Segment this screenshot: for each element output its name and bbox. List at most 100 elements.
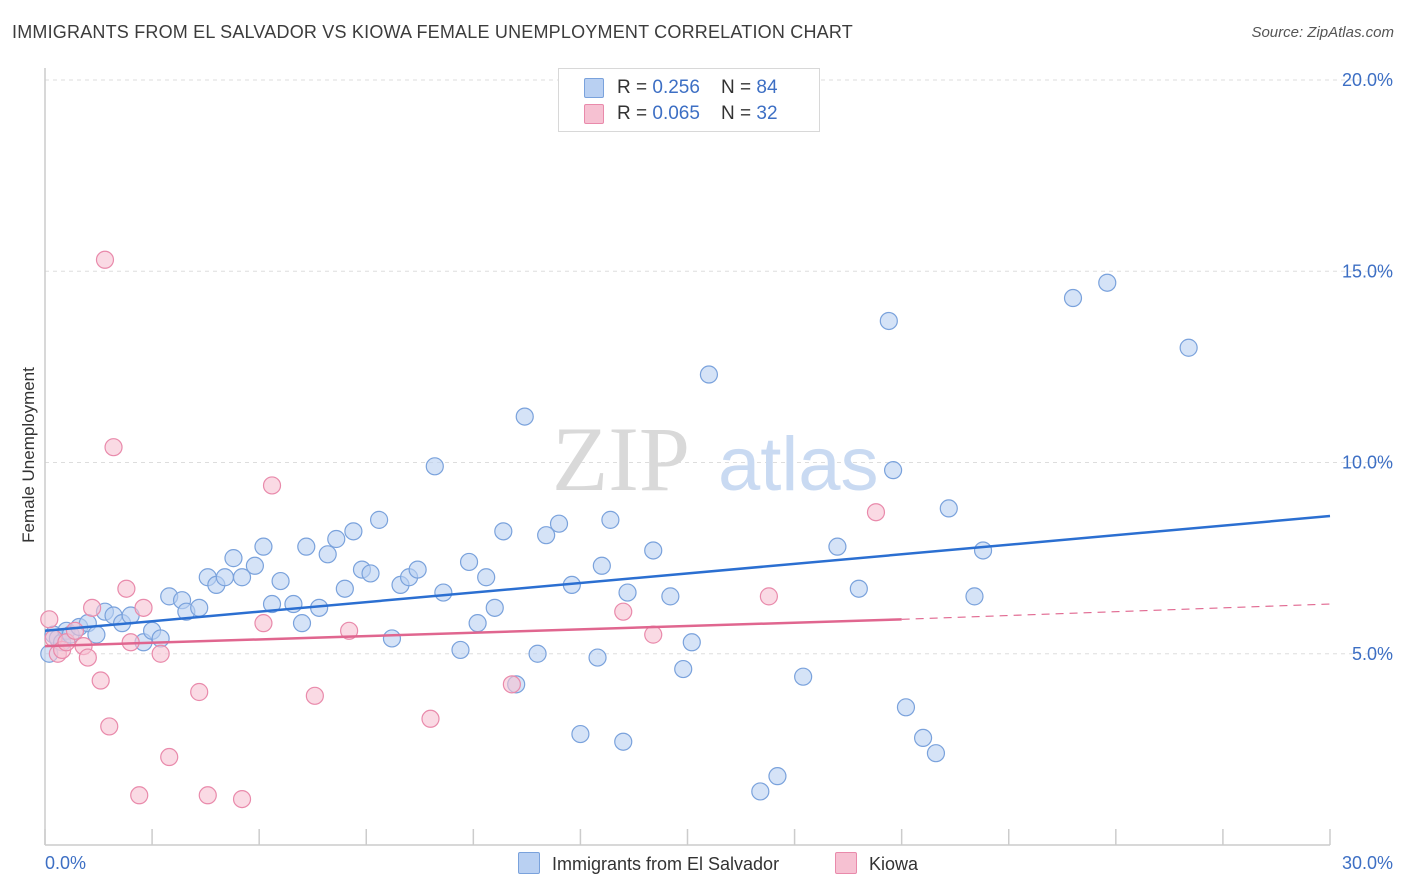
tick-labels: 5.0% 10.0% 15.0% 20.0% 0.0% 30.0%	[45, 70, 1393, 873]
kiowa-point	[254, 614, 273, 633]
watermark-atlas: atlas	[718, 422, 879, 507]
legend-r-label: R =	[617, 77, 653, 98]
el-salvador-point	[459, 552, 479, 572]
kiowa-point	[95, 250, 115, 269]
y-axis-title: Female Unemployment	[19, 367, 38, 543]
el-salvador-point	[224, 549, 243, 568]
trend-lines	[44, 514, 1331, 648]
el-salvador-point	[682, 633, 701, 652]
x-tick-label: 0.0%	[45, 853, 86, 873]
el-salvador-point	[245, 556, 264, 575]
kiowa-point	[262, 476, 282, 495]
kiowa-point	[759, 587, 778, 606]
el-salvador-point	[913, 728, 933, 748]
legend-label-series2: Kiowa	[869, 854, 919, 874]
el-salvador-point	[297, 537, 316, 556]
kiowa-point	[232, 789, 252, 809]
legend-r-value: 0.065	[652, 103, 700, 124]
kiowa-point	[198, 786, 217, 805]
el-salvador-point	[768, 767, 787, 786]
el-salvador-point	[644, 541, 663, 560]
el-salvador-point	[674, 659, 693, 679]
legend-swatch-blue	[518, 852, 540, 874]
el-salvador-point	[601, 510, 620, 529]
kiowa-trend-extension	[901, 603, 1331, 620]
el-salvador-point	[828, 537, 847, 556]
kiowa-point	[190, 682, 209, 702]
el-salvador-point	[254, 537, 273, 556]
el-salvador-point	[571, 724, 590, 744]
el-salvador-point	[327, 529, 346, 549]
legend-n-value: 32	[756, 103, 778, 124]
kiowa-point	[83, 598, 102, 617]
legend-r-label: R =	[617, 103, 653, 124]
el-salvador-point	[1098, 273, 1117, 292]
watermark-zip: ZIP	[552, 408, 690, 510]
el-salvador-point	[1063, 288, 1083, 308]
el-salvador-point	[190, 598, 209, 617]
kiowa-point	[91, 671, 110, 690]
el-salvador-point	[485, 598, 504, 617]
y-tick-label: 10.0%	[1342, 453, 1393, 473]
el-salvador-point	[271, 571, 290, 591]
el-salvador-trend-line	[44, 514, 1331, 633]
correlation-legend: R = 0.256 N = 84 R = 0.065 N = 32	[558, 68, 820, 132]
el-salvador-point	[1179, 338, 1198, 357]
el-salvador-point	[344, 522, 363, 541]
el-salvador-point	[232, 568, 252, 587]
el-salvador-point	[849, 579, 868, 598]
y-tick-label: 5.0%	[1352, 644, 1393, 664]
el-salvador-point	[618, 583, 637, 602]
el-salvador-point	[451, 640, 470, 660]
legend-swatch-blue	[584, 78, 604, 98]
el-salvador-point	[883, 461, 903, 480]
legend-n-label: N =	[721, 103, 757, 124]
legend-n-value: 84	[756, 77, 778, 98]
x-tick-label: 30.0%	[1342, 853, 1393, 873]
legend-label-series1: Immigrants from El Salvador	[552, 854, 780, 874]
kiowa-point	[65, 621, 85, 640]
kiowa-point	[40, 610, 59, 629]
el-salvador-point	[151, 629, 170, 648]
kiowa-point	[117, 579, 136, 598]
kiowa-point	[100, 717, 119, 736]
kiowa-point	[104, 438, 123, 457]
kiowa-point	[78, 648, 97, 667]
el-salvador-point	[879, 311, 898, 331]
y-tick-label: 15.0%	[1342, 261, 1393, 281]
bottom-legend-series1: Immigrants from El Salvador	[518, 852, 779, 875]
el-salvador-point	[408, 560, 427, 579]
el-salvador-point	[592, 556, 611, 575]
kiowa-trend-line	[44, 618, 902, 648]
el-salvador-point	[537, 526, 556, 545]
el-salvador-point	[794, 667, 813, 686]
kiowa-point	[134, 598, 153, 617]
el-salvador-point	[965, 587, 984, 606]
el-salvador-point	[494, 522, 513, 541]
bottom-legend-series2: Kiowa	[835, 852, 918, 875]
kiowa-point	[340, 621, 359, 640]
el-salvador-point	[468, 614, 487, 633]
el-salvador-point	[477, 568, 496, 587]
el-salvador-point	[588, 648, 607, 667]
legend-n-label: N =	[721, 77, 757, 98]
axes	[44, 68, 1331, 846]
source-label: Source: ZipAtlas.com	[1251, 24, 1394, 41]
kiowa-point	[502, 675, 521, 694]
el-salvador-point	[292, 614, 312, 633]
el-salvador-point	[528, 644, 547, 663]
data-points	[40, 250, 1198, 809]
el-salvador-point	[699, 365, 719, 384]
kiowa-point	[421, 709, 440, 728]
el-salvador-point	[425, 457, 444, 476]
kiowa-point	[151, 644, 170, 663]
y-tick-label: 20.0%	[1342, 70, 1393, 90]
kiowa-point	[866, 503, 886, 522]
el-salvador-point	[926, 744, 946, 763]
el-salvador-point	[614, 732, 633, 751]
el-salvador-point	[896, 698, 916, 717]
legend-r-value: 0.256	[652, 77, 700, 98]
kiowa-point	[614, 602, 633, 621]
el-salvador-point	[661, 587, 680, 606]
